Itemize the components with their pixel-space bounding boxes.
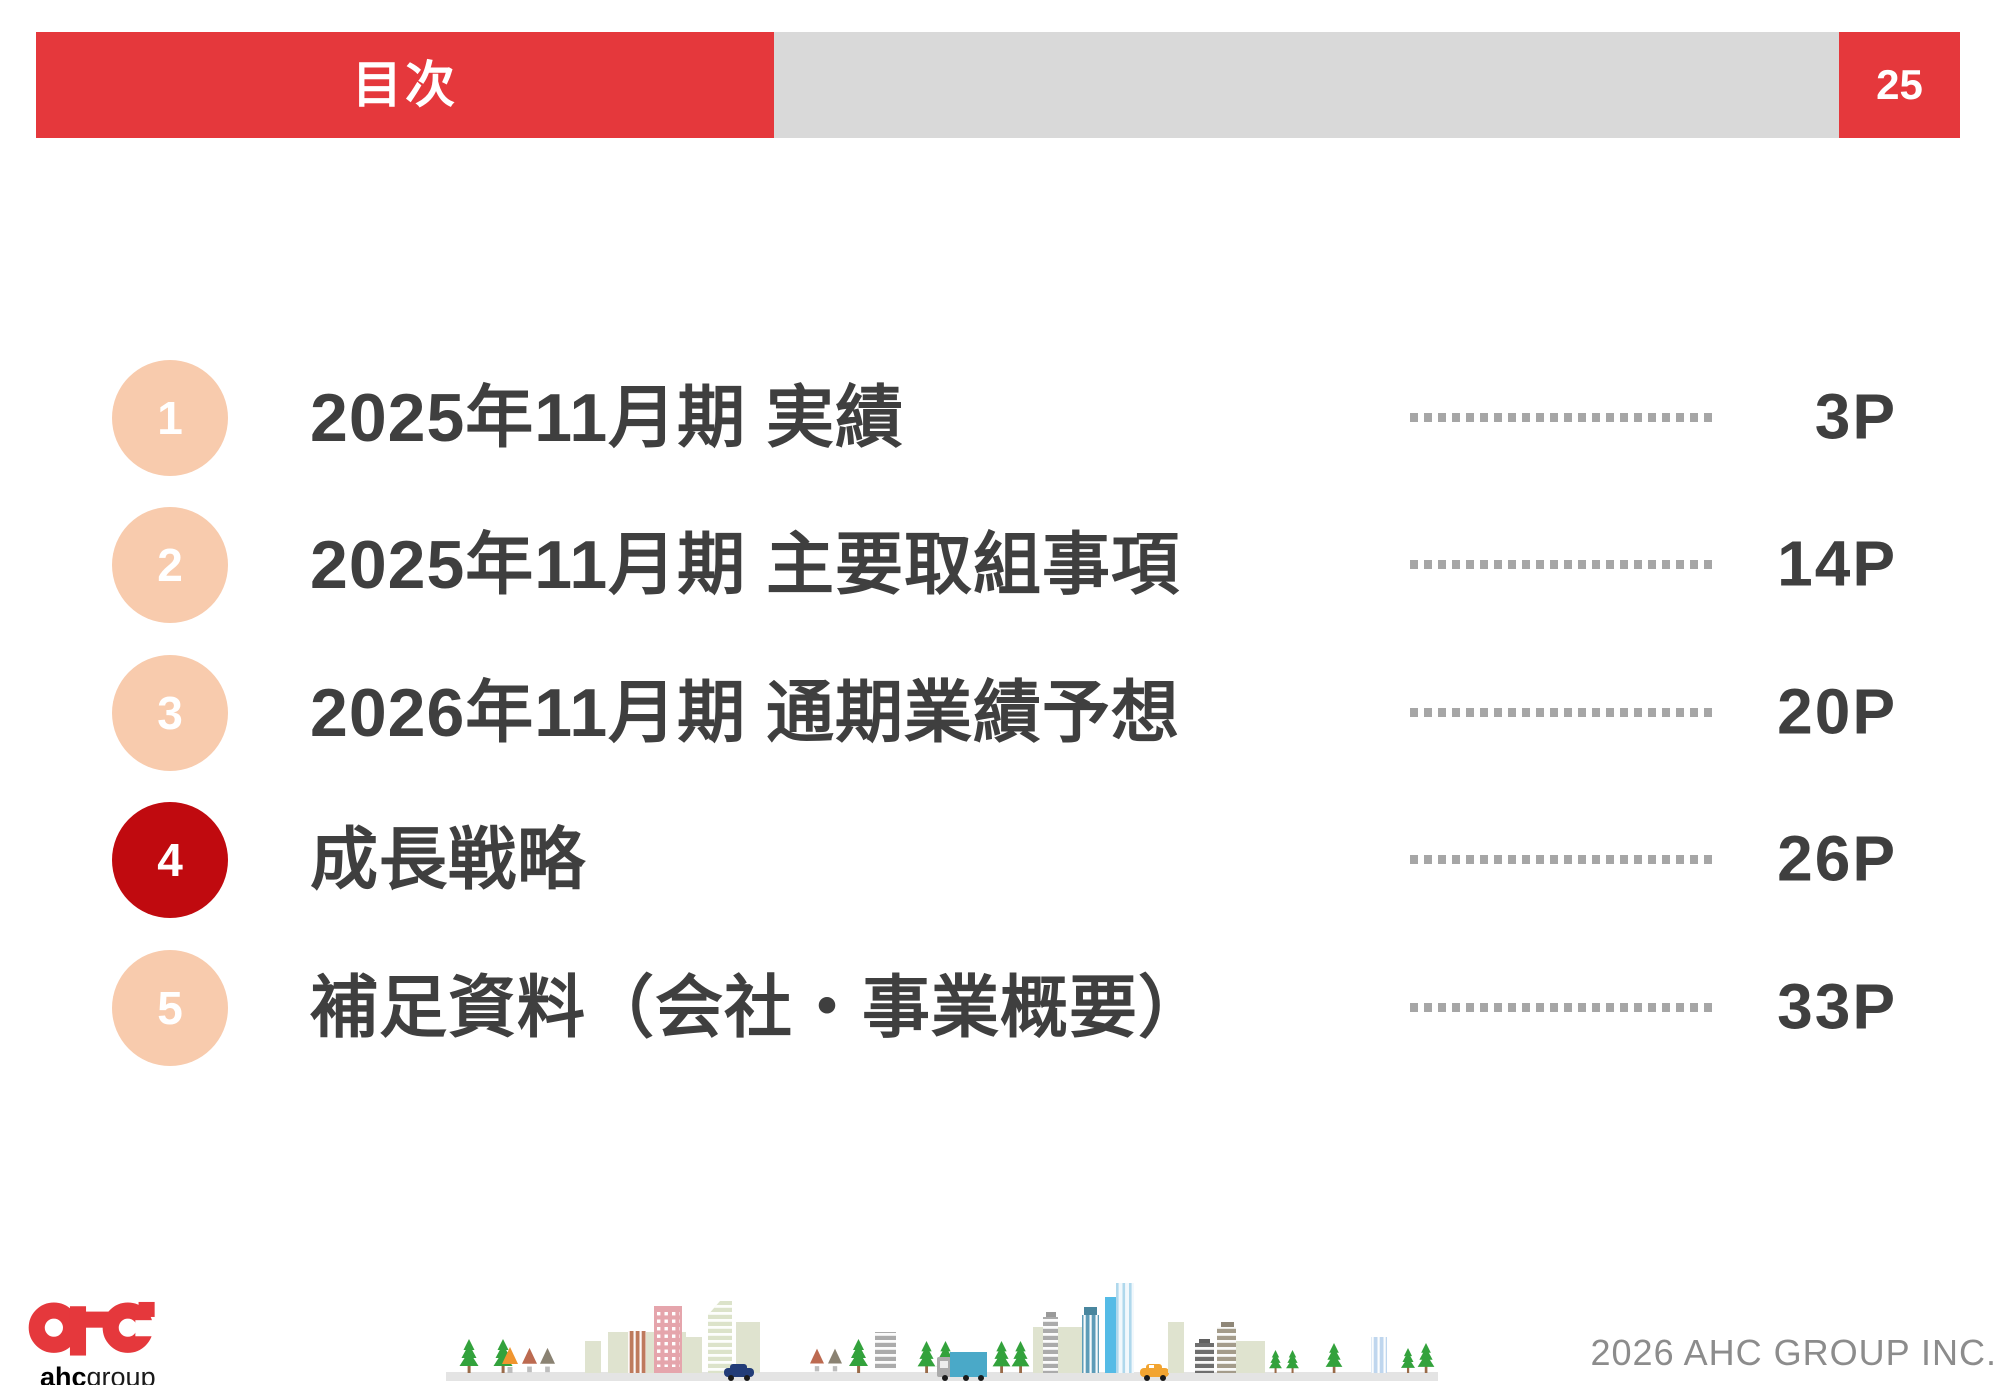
logo-wordmark: ahcgroup [40, 1364, 166, 1385]
toc-item-label: 成長戦略 [310, 821, 587, 898]
logo-text-group: group [86, 1362, 156, 1385]
toc-item-number-badge: 1 [112, 360, 228, 476]
toc-item-page: 20P [1777, 675, 1897, 748]
toc-item-label: 補足資料（会社・事業概要） [310, 969, 1208, 1046]
toc-item-number-badge: 4 [112, 802, 228, 918]
leader-dots [1410, 1003, 1714, 1012]
toc-item-label: 2026年11月期 通期業績予想 [310, 674, 1181, 751]
toc-item-number-badge: 3 [112, 655, 228, 771]
cityscape-illustration [446, 1283, 1438, 1381]
leader-dots [1410, 560, 1714, 569]
toc-item-page: 3P [1814, 380, 1897, 453]
logo-text-ahc: ahc [40, 1362, 87, 1385]
leader-dots [1410, 413, 1714, 422]
toc-item-number: 5 [157, 982, 183, 1034]
toc-item: 5 補足資料（会社・事業概要） 33P [112, 949, 1902, 1067]
toc-item-number-badge: 2 [112, 507, 228, 623]
toc-item-page: 26P [1777, 822, 1897, 895]
page-number-block: 25 [1839, 32, 1960, 138]
ahc-group-logo: ahcgroup [26, 1288, 166, 1385]
toc-item-label: 2025年11月期 主要取組事項 [310, 526, 1181, 603]
copyright-text: 2026 AHC GROUP INC. [1590, 1332, 1997, 1373]
page-number: 25 [1876, 61, 1923, 108]
toc-item-number: 3 [157, 687, 183, 739]
toc-item-page: 33P [1777, 970, 1897, 1043]
header-gray-bar [774, 32, 1839, 138]
toc-item-number-badge: 5 [112, 950, 228, 1066]
page-title: 目次 [352, 57, 458, 113]
toc-item-page: 14P [1777, 527, 1897, 600]
toc-item-label: 2025年11月期 実績 [310, 379, 905, 456]
toc-item-number: 2 [157, 539, 183, 591]
ahc-group-logo-icon [28, 1301, 160, 1356]
toc-item: 4 成長戦略 26P [112, 801, 1902, 919]
toc-item: 3 2026年11月期 通期業績予想 20P [112, 654, 1902, 772]
toc-item: 1 2025年11月期 実績 3P [112, 359, 1902, 477]
toc-item-number: 4 [157, 834, 183, 886]
toc-item-number: 1 [157, 392, 183, 444]
leader-dots [1410, 708, 1714, 717]
toc-item: 2 2025年11月期 主要取組事項 14P [112, 506, 1902, 624]
leader-dots [1410, 855, 1714, 864]
header-title-block: 目次 [36, 32, 774, 138]
header: 目次 25 [0, 32, 2000, 138]
